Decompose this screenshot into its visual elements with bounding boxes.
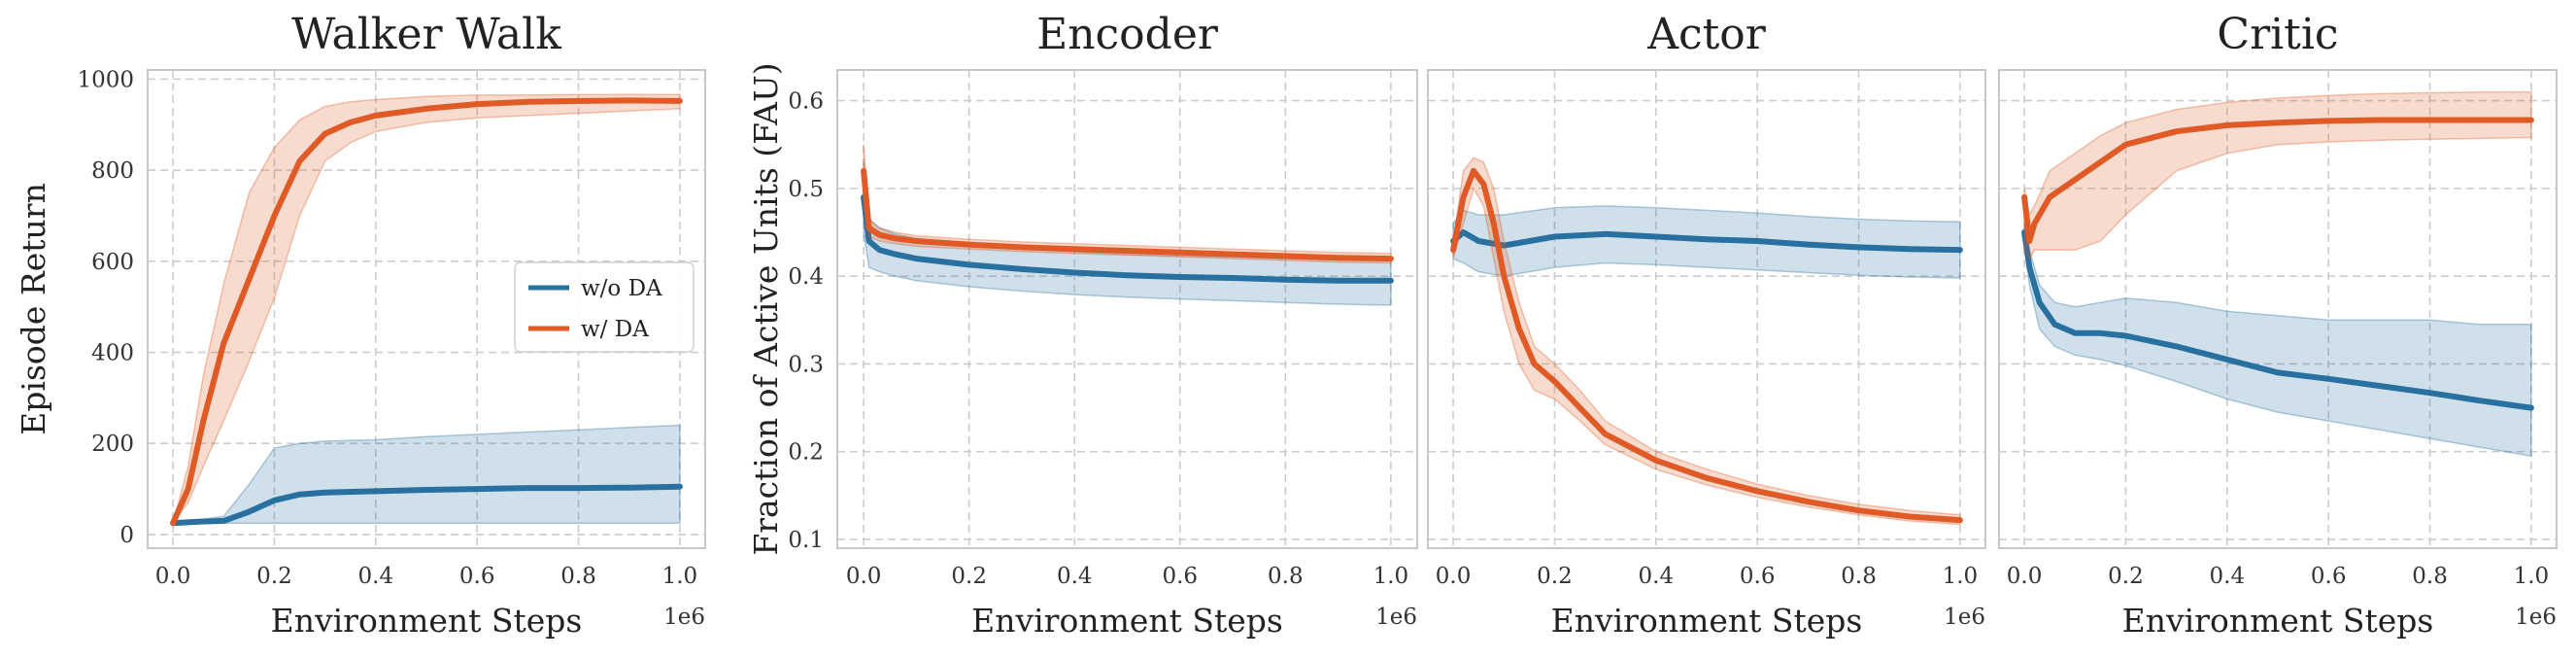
x-tick-label: 0.4	[1639, 564, 1675, 589]
x-tick-label: 0.4	[2210, 564, 2246, 589]
plot-frame	[1998, 69, 2558, 549]
x-tick-label: 0.0	[1436, 564, 1472, 589]
y-axis-label: Fraction of Active Units (FAU)	[747, 62, 785, 555]
confidence-band-1	[863, 144, 1392, 264]
confidence-band-0	[173, 424, 681, 524]
series-line-1	[1450, 167, 1963, 524]
x-tick-label: 1.0	[1943, 564, 1979, 589]
x-tick-label: 0.2	[1537, 564, 1573, 589]
y-tick-label: 800	[91, 158, 134, 184]
confidence-band-0	[2023, 223, 2532, 458]
y-tick-label: 0.5	[788, 177, 824, 202]
series-line-0	[1450, 229, 1963, 254]
x-tick-label: 1.0	[662, 564, 698, 589]
series-line-0	[170, 483, 683, 527]
x-offset-label: 1e6	[1375, 605, 1417, 630]
x-tick-label: 1.0	[2514, 564, 2550, 589]
y-tick-label: 600	[91, 250, 134, 275]
x-offset-label: 1e6	[1944, 605, 1985, 630]
y-tick-label: 0.6	[788, 89, 824, 115]
x-tick-label: 0.2	[951, 564, 987, 589]
series-line-1	[2021, 117, 2534, 244]
x-axis-label: Environment Steps	[971, 602, 1283, 640]
series-line-0	[2021, 229, 2534, 411]
x-axis-label: Environment Steps	[2122, 602, 2434, 640]
x-axis-label: Environment Steps	[1551, 602, 1863, 640]
legend-label-0: w/o DA	[581, 276, 662, 301]
panel-1: 0.0 0.2 0.4 0.6 0.8 1.0 0.1 0.2 0.3 0.4 0.5 0.6 Enco…	[747, 10, 1418, 640]
panel-0: 0.0 0.2 0.4 0.6 0.8 1.0 0 200 400 600 800 1000 Walke…	[15, 10, 706, 640]
x-tick-label: 0.2	[2108, 564, 2144, 589]
confidence-band-1	[2023, 90, 2532, 260]
x-tick-label: 0.0	[846, 564, 882, 589]
y-tick-label: 0.1	[788, 528, 824, 553]
x-offset-label: 1e6	[663, 605, 705, 630]
x-tick-label: 0.6	[2311, 564, 2347, 589]
series-line-1	[170, 97, 683, 527]
legend-label-1: w/ DA	[581, 317, 649, 342]
y-tick-label: 0.4	[788, 264, 824, 290]
x-tick-label: 0.6	[1740, 564, 1776, 589]
y-tick-label: 1000	[77, 67, 134, 92]
x-tick-label: 0.0	[155, 564, 191, 589]
y-tick-label: 200	[91, 432, 134, 457]
x-tick-label: 0.8	[2412, 564, 2448, 589]
x-tick-label: 0.0	[2007, 564, 2043, 589]
x-tick-label: 0.8	[560, 564, 596, 589]
x-axis-label: Environment Steps	[271, 602, 583, 640]
x-tick-label: 0.8	[1268, 564, 1304, 589]
confidence-band-1	[1452, 156, 1961, 526]
y-tick-label: 0.3	[788, 352, 824, 377]
x-tick-label: 0.6	[1162, 564, 1198, 589]
y-tick-label: 400	[91, 341, 134, 366]
x-tick-label: 0.6	[459, 564, 495, 589]
panel-title: Walker Walk	[291, 10, 561, 59]
x-tick-label: 0.4	[1057, 564, 1093, 589]
x-tick-label: 0.2	[256, 564, 292, 589]
y-tick-label: 0.2	[788, 440, 824, 466]
x-tick-label: 0.8	[1841, 564, 1877, 589]
plot-frame	[1427, 69, 1986, 549]
confidence-band-0	[863, 161, 1392, 306]
panel-title: Critic	[2217, 10, 2338, 59]
series-line-1	[861, 167, 1394, 262]
x-tick-label: 1.0	[1373, 564, 1409, 589]
panel-3: 0.0 0.2 0.4 0.6 0.8 1.0 Critic Environment Step…	[1998, 10, 2558, 640]
legend: w/o DA w/ DA	[514, 261, 695, 353]
x-tick-label: 0.4	[358, 564, 394, 589]
y-tick-label: 0	[119, 523, 134, 548]
x-offset-label: 1e6	[2515, 605, 2557, 630]
y-axis-label: Episode Return	[15, 183, 52, 435]
panel-title: Actor	[1646, 10, 1767, 59]
panel-title: Encoder	[1036, 10, 1219, 59]
panel-2: 0.0 0.2 0.4 0.6 0.8 1.0 Actor Environment Steps…	[1427, 10, 1986, 640]
plot-frame	[147, 69, 706, 549]
series-line-0	[861, 193, 1394, 284]
plot-frame	[836, 69, 1418, 549]
